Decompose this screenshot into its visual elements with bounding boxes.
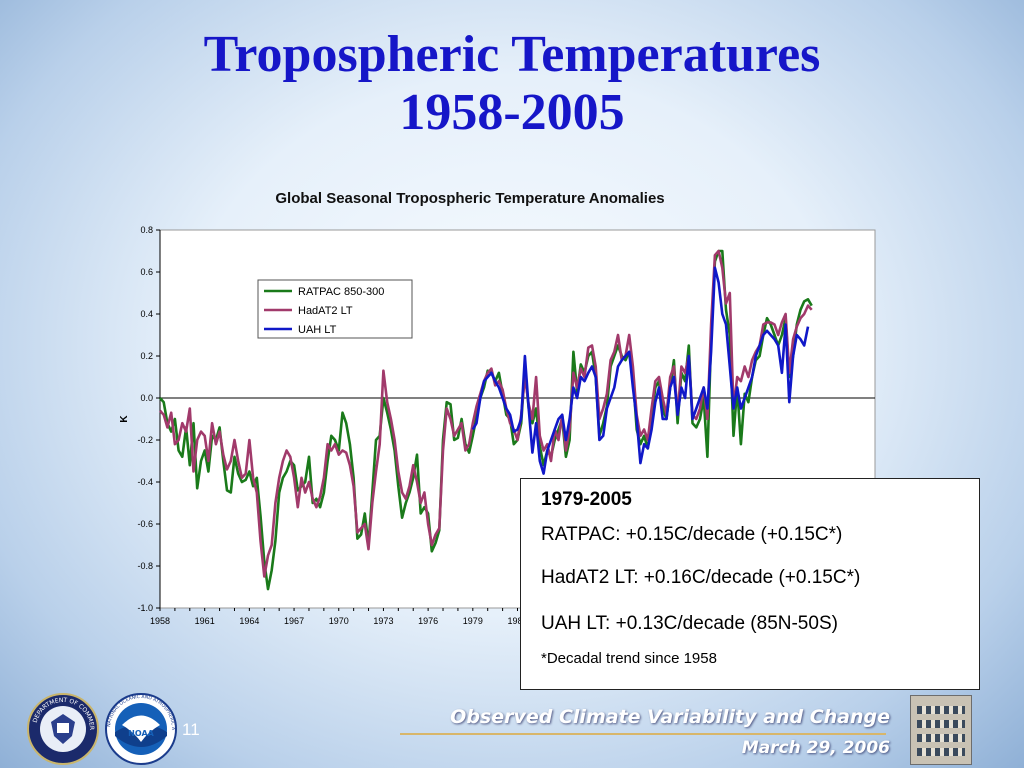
y-tick-label: -0.4 bbox=[137, 477, 153, 487]
y-tick-label: -0.6 bbox=[137, 519, 153, 529]
footer-date: March 29, 2006 bbox=[741, 738, 890, 758]
x-tick-label: 1964 bbox=[239, 616, 259, 626]
x-tick-label: 1958 bbox=[150, 616, 170, 626]
legend-label-1: HadAT2 LT bbox=[298, 305, 353, 317]
commerce-seal-icon: DEPARTMENT OF COMMERCE bbox=[26, 692, 99, 765]
x-tick-label: 1961 bbox=[195, 616, 215, 626]
trend-box: 1979-2005 RATPAC: +0.15C/decade (+0.15C*… bbox=[520, 478, 980, 690]
slide-title-line2: 1958-2005 bbox=[399, 84, 625, 141]
x-tick-label: 1982 bbox=[507, 616, 527, 626]
noaa-seal-icon: NATIONAL OCEANIC AND ATMOSPHERIC ADMINIS… bbox=[104, 692, 177, 765]
y-tick-label: 0.0 bbox=[140, 393, 153, 403]
chart-title: Global Seasonal Tropospheric Temperature… bbox=[275, 190, 665, 207]
slide-title: Tropospheric Temperatures 1958-2005 bbox=[0, 26, 1024, 142]
trend-line-hadat2: HadAT2 LT: +0.16C/decade (+0.15C*) bbox=[541, 567, 861, 588]
y-tick-label: 0.6 bbox=[140, 267, 153, 277]
trend-heading: 1979-2005 bbox=[541, 489, 632, 510]
x-tick-label: 1979 bbox=[463, 616, 483, 626]
x-tick-label: 1976 bbox=[418, 616, 438, 626]
footer-title: Observed Climate Variability and Change bbox=[450, 706, 890, 728]
legend-label-0: RATPAC 850-300 bbox=[298, 286, 384, 298]
y-tick-label: -0.2 bbox=[137, 435, 153, 445]
trend-note: *Decadal trend since 1958 bbox=[541, 650, 717, 667]
y-tick-label: -0.8 bbox=[137, 561, 153, 571]
page-number: 11 bbox=[182, 720, 200, 739]
x-tick-label: 1973 bbox=[373, 616, 393, 626]
y-tick-label: -1.0 bbox=[137, 603, 153, 613]
trend-line-uah: UAH LT: +0.13C/decade (85N-50S) bbox=[541, 613, 838, 634]
y-tick-label: 0.2 bbox=[140, 351, 153, 361]
x-tick-label: 1970 bbox=[329, 616, 349, 626]
legend-label-2: UAH LT bbox=[298, 324, 337, 336]
y-tick-label: 0.8 bbox=[140, 225, 153, 235]
building-photo-icon bbox=[910, 695, 972, 765]
x-tick-label: 1967 bbox=[284, 616, 304, 626]
slide-title-line1: Tropospheric Temperatures bbox=[203, 26, 821, 83]
noaa-seal-text: NOAA bbox=[128, 729, 154, 738]
footer-rule bbox=[400, 733, 886, 735]
y-tick-label: 0.4 bbox=[140, 309, 153, 319]
series-line-2 bbox=[471, 266, 810, 475]
trend-line-ratpac: RATPAC: +0.15C/decade (+0.15C*) bbox=[541, 524, 843, 545]
y-axis-label: K bbox=[119, 415, 130, 423]
